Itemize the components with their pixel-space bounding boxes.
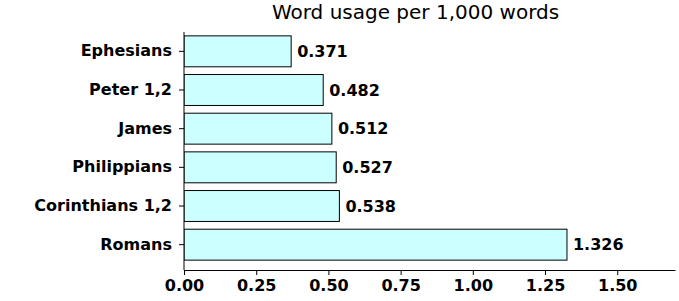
y-tick-mark: [179, 128, 184, 129]
y-tick-label: Romans: [100, 235, 172, 254]
data-label: 0.538: [345, 197, 396, 216]
bar: [184, 75, 323, 106]
y-tick-label: Corinthians 1,2: [34, 196, 172, 215]
data-label: 0.512: [338, 119, 389, 138]
y-tick-mark: [179, 206, 184, 207]
bar: [184, 229, 567, 260]
data-label: 0.482: [329, 81, 380, 100]
y-tick-mark: [179, 244, 184, 245]
y-tick-mark: [179, 90, 184, 91]
x-tick: 0.25: [237, 270, 276, 295]
x-axis: 0.00 0.25 0.50 0.75 1.00 1.25 1.50: [165, 270, 676, 295]
x-tick-mark: [473, 270, 474, 275]
y-tick-label: Ephesians: [81, 41, 172, 60]
x-tick-label: 1.25: [526, 276, 565, 295]
x-axis-line: [185, 270, 676, 271]
x-tick: 1.50: [598, 270, 637, 295]
x-tick-label: 0.75: [381, 276, 420, 295]
data-label: 0.527: [342, 158, 393, 177]
y-axis: Ephesians Peter 1,2 James Philippians Corint…: [34, 32, 184, 270]
y-tick: Peter 1,2: [89, 80, 184, 99]
title: Word usage per 1,000 words: [272, 0, 559, 24]
y-tick-mark: [179, 51, 184, 52]
data-labels: 0.371 0.482 0.512 0.527 0.538 1.326: [297, 42, 623, 254]
bar: [184, 191, 339, 222]
x-tick-label: 0.50: [309, 276, 348, 295]
bar: [184, 113, 332, 144]
bar: [184, 36, 291, 67]
y-tick: Corinthians 1,2: [34, 196, 184, 215]
y-tick-label: Peter 1,2: [89, 80, 172, 99]
x-tick-label: 0.25: [237, 276, 276, 295]
data-label: 0.371: [297, 42, 348, 61]
x-tick: 1.25: [526, 270, 565, 295]
data-label: 1.326: [573, 235, 624, 254]
y-tick-mark: [179, 167, 184, 168]
x-tick-mark: [184, 270, 185, 275]
bar: [184, 152, 336, 183]
x-tick: 1.00: [454, 270, 493, 295]
x-tick-label: 1.00: [454, 276, 493, 295]
y-tick-label: James: [117, 119, 172, 138]
x-tick-mark: [545, 270, 546, 275]
x-tick-label: 1.50: [598, 276, 637, 295]
chart: Word usage per 1,000 words 0.371 0.482 0.51…: [0, 0, 679, 301]
x-tick-mark: [328, 270, 329, 275]
x-tick-mark: [256, 270, 257, 275]
y-tick: Ephesians: [81, 41, 184, 60]
y-tick: Philippians: [72, 157, 184, 176]
y-axis-line: [184, 32, 185, 270]
x-tick-mark: [617, 270, 618, 275]
x-tick-mark: [401, 270, 402, 275]
y-tick: James: [117, 119, 184, 138]
bars: [184, 36, 567, 260]
y-tick-label: Philippians: [72, 157, 172, 176]
x-tick: 0.75: [381, 270, 420, 295]
x-tick-label: 0.00: [165, 276, 204, 295]
y-tick: Romans: [100, 235, 184, 254]
x-tick: 0.00: [165, 270, 204, 295]
x-tick: 0.50: [309, 270, 348, 295]
